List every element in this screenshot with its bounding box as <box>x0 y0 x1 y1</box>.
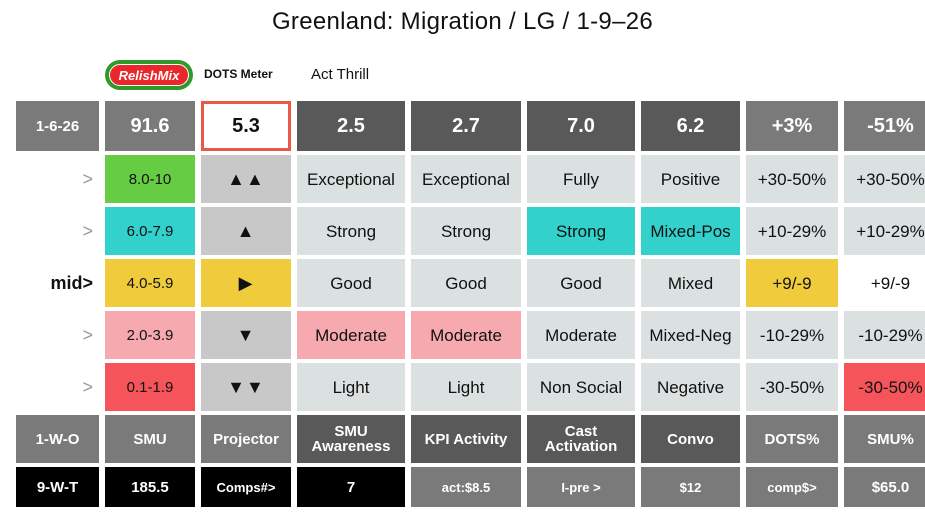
row-label: > <box>82 325 93 345</box>
double-down-arrow-icon: ▼▼ <box>201 363 291 411</box>
convo-cell-highlight: Mixed-Pos <box>641 207 740 255</box>
up-arrow-icon: ▲ <box>201 207 291 255</box>
row-label-mid: mid> <box>50 273 93 293</box>
bottom-cell: 185.5 <box>105 467 195 507</box>
dots-pct-cell: +10-29% <box>746 207 838 255</box>
page-title: Greenland: Migration / LG / 1-9–26 <box>271 8 654 35</box>
convo-cell: Negative <box>641 363 740 411</box>
right-arrow-icon: ▶ <box>201 259 291 307</box>
cast-cell-highlight: Strong <box>527 207 635 255</box>
footer-label: 1-W-O <box>16 415 99 463</box>
range-cell: 0.1-1.9 <box>105 363 195 411</box>
range-cell: 4.0-5.9 <box>105 259 195 307</box>
footer-label: DOTS% <box>746 415 838 463</box>
header-dots-pct: +3% <box>746 101 838 151</box>
dots-meter-label: DOTS Meter <box>204 67 273 81</box>
bottom-cell: comp$> <box>746 467 838 507</box>
kpi-cell: Strong <box>411 207 521 255</box>
dots-pct-cell: -10-29% <box>746 311 838 359</box>
cast-cell: Moderate <box>527 311 635 359</box>
down-arrow-icon: ▼ <box>201 311 291 359</box>
smu-pct-cell: +10-29% <box>844 207 925 255</box>
header-dots-score: 5.3 <box>201 101 291 151</box>
relishmix-logo-text: RelishMix <box>109 64 189 86</box>
kpi-cell: Light <box>411 363 521 411</box>
footer-label: Convo <box>641 415 740 463</box>
cast-cell: Fully <box>527 155 635 203</box>
header-awareness-score: 2.5 <box>297 101 405 151</box>
convo-cell: Positive <box>641 155 740 203</box>
header-convo-score: 6.2 <box>641 101 740 151</box>
row-label: > <box>82 377 93 397</box>
footer-label: Projector <box>201 415 291 463</box>
awareness-cell-highlight: Moderate <box>297 311 405 359</box>
dots-pct-cell: -30-50% <box>746 363 838 411</box>
relishmix-logo: RelishMix <box>105 60 193 90</box>
header-smu-score: 91.6 <box>105 101 195 151</box>
convo-cell: Mixed <box>641 259 740 307</box>
awareness-cell: Light <box>297 363 405 411</box>
bottom-cell: I-pre > <box>527 467 635 507</box>
smu-pct-cell-highlight: -30-50% <box>844 363 925 411</box>
range-cell: 8.0-10 <box>105 155 195 203</box>
double-up-arrow-icon: ▲▲ <box>201 155 291 203</box>
bottom-cell: $12 <box>641 467 740 507</box>
bottom-cell: 9-W-T <box>16 467 99 507</box>
row-label: > <box>82 221 93 241</box>
convo-cell: Mixed-Neg <box>641 311 740 359</box>
act-thrill-label: Act Thrill <box>311 66 370 83</box>
footer-label: SMU <box>105 415 195 463</box>
dots-pct-cell-highlight: +9/-9 <box>746 259 838 307</box>
header-kpi-score: 2.7 <box>411 101 521 151</box>
awareness-cell: Strong <box>297 207 405 255</box>
bottom-cell: act:$8.5 <box>411 467 521 507</box>
dots-pct-cell: +30-50% <box>746 155 838 203</box>
range-cell: 2.0-3.9 <box>105 311 195 359</box>
smu-pct-cell: +30-50% <box>844 155 925 203</box>
smu-pct-cell: +9/-9 <box>844 259 925 307</box>
header-date: 1-6-26 <box>16 101 99 151</box>
header-smu-pct: -51% <box>844 101 925 151</box>
kpi-cell-highlight: Moderate <box>411 311 521 359</box>
row-label: > <box>82 169 93 189</box>
awareness-cell: Exceptional <box>297 155 405 203</box>
cast-cell: Non Social <box>527 363 635 411</box>
awareness-cell: Good <box>297 259 405 307</box>
cast-cell: Good <box>527 259 635 307</box>
footer-label: Cast Activation <box>527 415 635 463</box>
range-cell: 6.0-7.9 <box>105 207 195 255</box>
kpi-cell: Exceptional <box>411 155 521 203</box>
header-cast-score: 7.0 <box>527 101 635 151</box>
footer-label: SMU Awareness <box>297 415 405 463</box>
bottom-cell: 7 <box>297 467 405 507</box>
dots-meter-table: 1-6-26 91.6 5.3 2.5 2.7 7.0 6.2 +3% -51%… <box>16 101 925 507</box>
bottom-cell: Comps#> <box>201 467 291 507</box>
kpi-cell: Good <box>411 259 521 307</box>
smu-pct-cell: -10-29% <box>844 311 925 359</box>
footer-label: SMU% <box>844 415 925 463</box>
footer-label: KPI Activity <box>411 415 521 463</box>
bottom-cell: $65.0 <box>844 467 925 507</box>
